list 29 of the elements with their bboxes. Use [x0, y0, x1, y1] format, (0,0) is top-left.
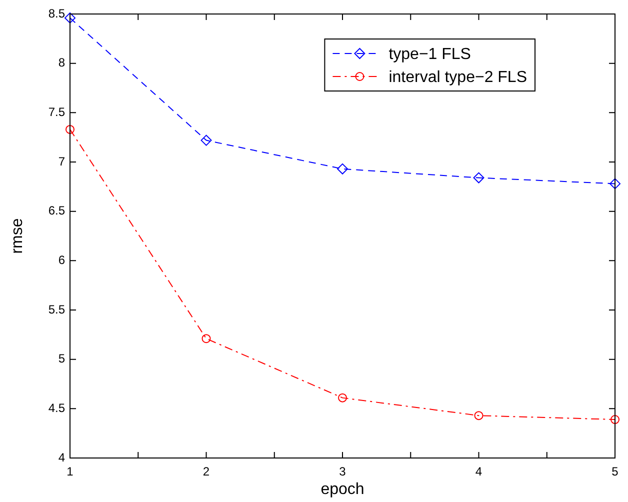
- x-axis-title: epoch: [320, 480, 364, 498]
- x-tick-label: 3: [339, 464, 346, 479]
- point: [610, 178, 620, 190]
- y-tick-label: 7.5: [48, 104, 66, 119]
- y-tick-label: 4.5: [48, 400, 66, 415]
- y-tick-label: 5: [58, 352, 66, 366]
- y-tick-label: 6: [58, 252, 66, 267]
- y-tick-label: 5.5: [48, 302, 66, 316]
- x-tick-label: 1: [66, 464, 74, 479]
- y-tick-label: 4: [58, 450, 66, 464]
- point: [64, 12, 76, 24]
- y-tick-label: 6.5: [48, 204, 66, 218]
- point: [337, 163, 348, 174]
- point: [610, 415, 620, 424]
- point: [474, 411, 484, 420]
- x-tick-label: 4: [475, 464, 482, 479]
- legend-label: type−1 FLS: [388, 46, 471, 63]
- point: [202, 334, 211, 344]
- y-axis-title: rmse: [9, 218, 26, 254]
- point: [473, 172, 484, 184]
- point: [66, 124, 74, 134]
- y-tick-label: 8.5: [48, 6, 66, 20]
- x-tick-label: 5: [612, 464, 619, 479]
- x-tick-label: 2: [202, 464, 210, 479]
- y-tick-label: 8: [58, 56, 66, 70]
- y-tick-label: 7: [58, 154, 66, 168]
- point: [200, 134, 212, 146]
- legend-label: interval type−2 FLS: [388, 68, 527, 86]
- point: [338, 393, 347, 402]
